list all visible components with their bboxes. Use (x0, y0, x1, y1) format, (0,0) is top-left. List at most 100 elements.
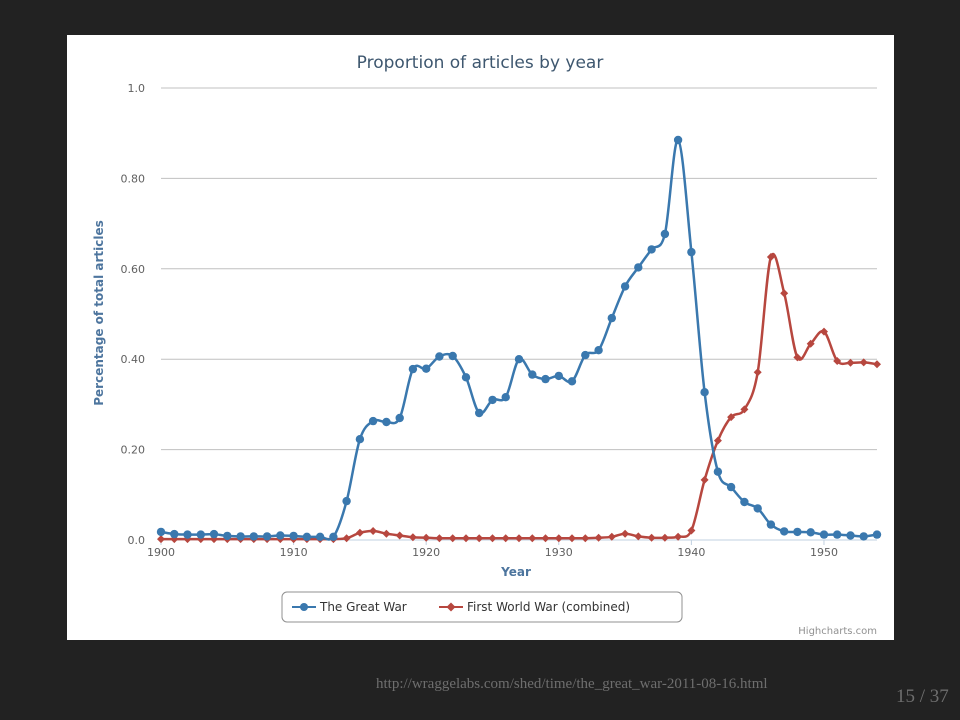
data-point[interactable] (753, 504, 762, 513)
data-point[interactable] (382, 529, 391, 538)
credits-text[interactable]: Highcharts.com (798, 626, 877, 637)
data-point[interactable] (554, 371, 563, 381)
data-point[interactable] (620, 282, 630, 291)
data-point[interactable] (448, 534, 457, 543)
data-point[interactable] (820, 327, 828, 336)
data-point[interactable] (806, 528, 815, 537)
data-point[interactable] (700, 475, 709, 484)
data-point[interactable] (196, 535, 205, 544)
data-point[interactable] (541, 534, 550, 543)
legend-item-great-war[interactable]: The Great War (292, 600, 407, 614)
data-point[interactable] (369, 527, 378, 535)
data-point[interactable] (740, 405, 749, 414)
data-point[interactable] (209, 529, 219, 539)
data-point[interactable] (859, 358, 868, 367)
data-point[interactable] (170, 529, 179, 539)
data-point[interactable] (475, 408, 484, 418)
data-point[interactable] (514, 355, 524, 364)
data-point[interactable] (833, 530, 842, 539)
data-point[interactable] (806, 339, 815, 348)
data-point[interactable] (568, 534, 576, 543)
data-point[interactable] (621, 529, 630, 538)
data-point[interactable] (753, 368, 762, 377)
data-point[interactable] (567, 377, 577, 386)
data-point[interactable] (793, 527, 802, 537)
data-point[interactable] (833, 357, 842, 365)
data-point[interactable] (355, 435, 365, 444)
data-point[interactable] (488, 395, 497, 405)
data-point[interactable] (262, 532, 272, 541)
data-point[interactable] (634, 263, 643, 272)
data-point[interactable] (157, 535, 165, 544)
data-point[interactable] (249, 532, 258, 541)
data-point[interactable] (594, 346, 603, 355)
data-point[interactable] (210, 535, 218, 544)
data-point[interactable] (528, 534, 537, 543)
data-point[interactable] (342, 534, 351, 543)
data-point[interactable] (395, 413, 404, 423)
data-point[interactable] (713, 436, 722, 445)
data-point[interactable] (183, 530, 192, 539)
source-url[interactable]: http://wraggelabs.com/shed/time/the_grea… (376, 676, 768, 692)
data-point[interactable] (872, 530, 882, 539)
data-point[interactable] (488, 534, 497, 543)
data-point[interactable] (819, 530, 829, 539)
data-point[interactable] (647, 245, 656, 254)
data-point[interactable] (581, 350, 590, 360)
data-point[interactable] (422, 364, 431, 373)
data-point[interactable] (223, 531, 232, 541)
data-point[interactable] (674, 532, 683, 541)
data-point[interactable] (846, 531, 855, 540)
data-point[interactable] (355, 528, 364, 537)
data-point[interactable] (859, 532, 868, 541)
legend-item-first-world-war[interactable]: First World War (combined) (439, 600, 630, 614)
data-point[interactable] (660, 533, 669, 542)
data-point[interactable] (780, 527, 789, 536)
data-point[interactable] (196, 530, 205, 539)
data-point[interactable] (448, 351, 457, 361)
data-point[interactable] (700, 388, 709, 397)
data-point[interactable] (515, 534, 523, 543)
data-point[interactable] (462, 534, 470, 543)
data-point[interactable] (342, 496, 351, 506)
data-point[interactable] (368, 416, 378, 426)
data-point[interactable] (594, 533, 603, 542)
data-point[interactable] (766, 253, 775, 261)
data-point[interactable] (726, 482, 736, 492)
data-point[interactable] (634, 532, 643, 541)
data-point[interactable] (276, 531, 285, 540)
data-point[interactable] (647, 533, 656, 542)
data-point[interactable] (581, 534, 590, 543)
data-point[interactable] (315, 532, 325, 541)
data-point[interactable] (183, 535, 192, 544)
data-point[interactable] (422, 533, 431, 542)
data-point[interactable] (236, 532, 245, 541)
data-point[interactable] (687, 247, 696, 257)
data-point[interactable] (607, 313, 616, 323)
data-point[interactable] (501, 393, 510, 402)
data-point[interactable] (554, 534, 563, 543)
data-point[interactable] (461, 373, 471, 382)
data-point[interactable] (528, 370, 537, 379)
data-point[interactable] (501, 534, 510, 543)
data-point[interactable] (289, 531, 298, 541)
data-point[interactable] (607, 532, 616, 541)
data-point[interactable] (713, 467, 723, 476)
data-point[interactable] (408, 364, 418, 374)
data-point[interactable] (382, 417, 391, 427)
data-point[interactable] (780, 289, 789, 298)
data-point[interactable] (687, 526, 696, 535)
data-point[interactable] (408, 533, 417, 542)
data-point[interactable] (846, 358, 855, 367)
data-point[interactable] (329, 532, 338, 541)
data-point[interactable] (766, 520, 776, 529)
data-point[interactable] (302, 532, 312, 541)
data-point[interactable] (435, 534, 444, 543)
data-point[interactable] (673, 135, 683, 145)
data-point[interactable] (156, 527, 166, 537)
data-point[interactable] (475, 534, 484, 543)
data-point[interactable] (170, 535, 179, 544)
data-point[interactable] (727, 413, 736, 422)
data-point[interactable] (873, 360, 881, 369)
data-point[interactable] (740, 497, 749, 507)
